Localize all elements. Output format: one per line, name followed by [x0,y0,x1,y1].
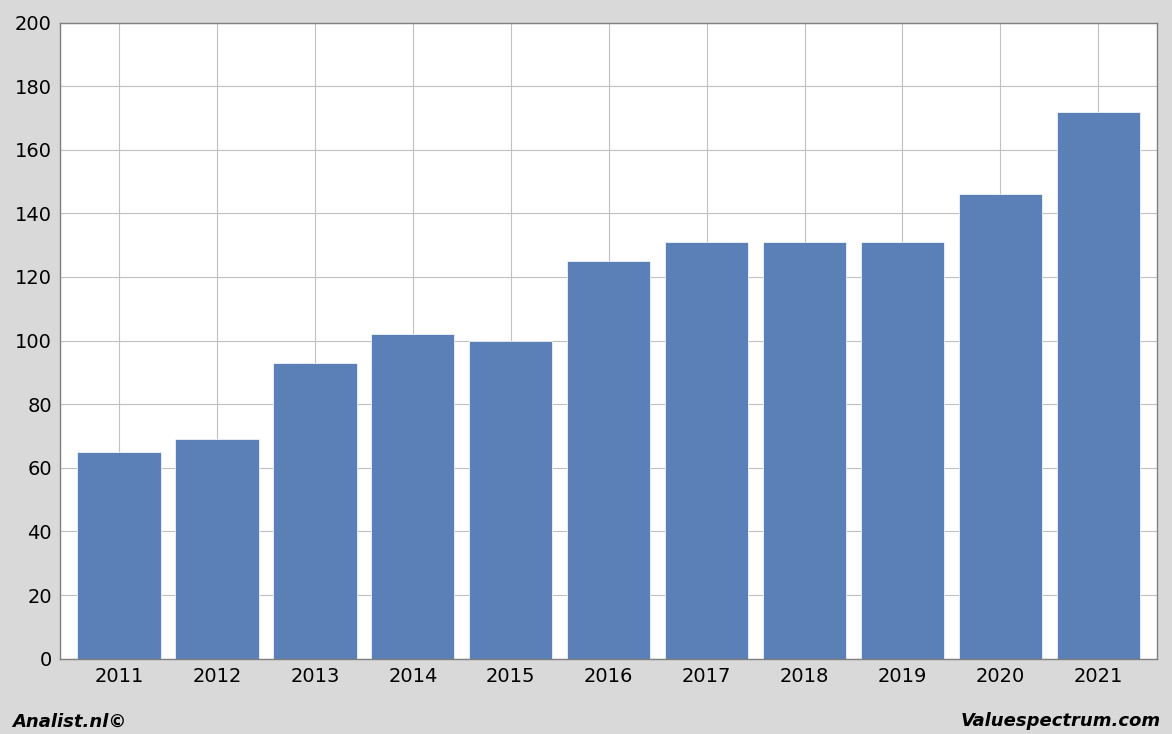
Bar [176,439,259,658]
Text: Valuespectrum.com: Valuespectrum.com [960,712,1160,730]
Bar [1057,112,1140,658]
Bar [567,261,650,658]
Bar [860,242,943,658]
Bar [763,242,846,658]
Bar [665,242,748,658]
Bar [77,452,161,658]
Text: Analist.nl©: Analist.nl© [12,712,127,730]
Bar [959,195,1042,658]
Bar [372,334,455,658]
Bar [469,341,552,658]
Bar [273,363,356,658]
